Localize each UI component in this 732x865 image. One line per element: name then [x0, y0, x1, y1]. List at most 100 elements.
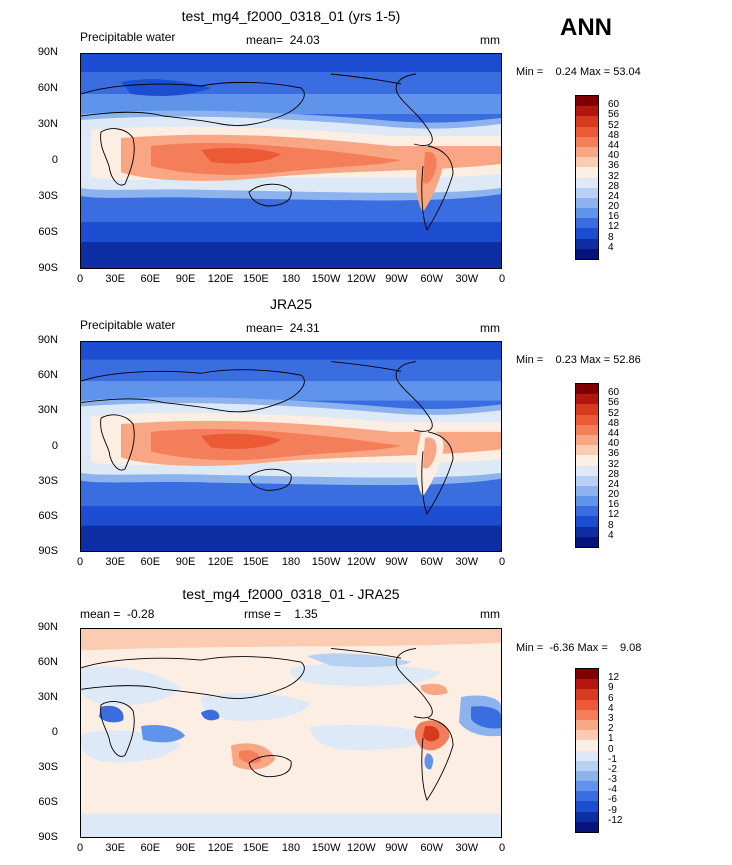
lon-tick-label: 120W	[346, 842, 376, 854]
map-panel	[80, 628, 502, 838]
colorbar-swatch	[576, 218, 598, 229]
lat-tick-label: 90S	[38, 831, 58, 843]
colorbar-swatch	[576, 506, 598, 517]
colorbar-swatch	[576, 384, 598, 395]
colorbar-swatch	[576, 434, 598, 446]
colorbar-swatch	[576, 709, 598, 720]
lon-tick-label: 0	[498, 556, 506, 568]
colorbar-level-label: 4	[608, 529, 614, 541]
mean-label: mean= 24.31	[246, 321, 320, 335]
colorbar-swatch	[576, 770, 598, 782]
colorbar-level-label: 48	[608, 417, 620, 429]
colorbar-level-label: 28	[608, 468, 620, 480]
colorbar-level-label: 56	[608, 109, 620, 121]
colorbar-level-label: -6	[608, 794, 617, 806]
lon-tick-label: 0	[76, 556, 84, 568]
colorbar-swatch	[576, 445, 598, 456]
lon-tick-label: 150E	[242, 273, 269, 285]
field-label: Precipitable water	[80, 30, 176, 44]
colorbar-level-label: 60	[608, 99, 620, 111]
colorbar-swatch	[576, 414, 598, 425]
colorbar-swatch	[576, 424, 598, 435]
colorbar-swatch	[576, 146, 598, 158]
colorbar-level-label: 12	[608, 672, 620, 684]
colorbar-swatch	[576, 536, 598, 547]
panel-title: test_mg4_f2000_0318_01 (yrs 1-5)	[181, 8, 401, 24]
lon-tick-label: 120E	[207, 842, 234, 854]
colorbar-swatch	[576, 699, 598, 710]
lon-tick-label: 180	[281, 842, 301, 854]
units-label: mm	[480, 33, 500, 47]
colorbar-level-label: 4	[608, 241, 614, 253]
lon-tick-label: 90E	[175, 556, 196, 568]
colorbar-swatch	[576, 106, 598, 117]
colorbar-swatch	[576, 187, 598, 198]
max-label: Max =	[577, 642, 608, 654]
min-value: 0.23	[555, 354, 577, 366]
colorbar-level-label: 40	[608, 438, 620, 450]
lon-tick-label: 150E	[242, 842, 269, 854]
lon-tick-label: 90W	[385, 273, 408, 285]
colorbar-swatch	[576, 526, 598, 537]
lon-tick-label: 60W	[420, 273, 443, 285]
colorbar-swatch	[576, 791, 598, 802]
colorbar-level-label: 2	[608, 723, 614, 735]
colorbar-level-label: 6	[608, 692, 614, 704]
colorbar-swatch	[576, 248, 598, 259]
lat-tick-label: 30N	[37, 404, 58, 417]
lon-tick-label: 0	[498, 842, 506, 854]
colorbar-level-label: 40	[608, 150, 620, 162]
colorbar-level-label: 12	[608, 509, 620, 521]
lon-tick-label: 90W	[385, 556, 408, 568]
colorbar	[575, 668, 599, 833]
colorbar-level-label: 36	[608, 448, 620, 460]
colorbar-level-label: 1	[608, 733, 614, 745]
colorbar-level-label: -2	[608, 763, 617, 775]
units-label: mm	[480, 607, 500, 621]
lon-tick-label: 30W	[455, 556, 479, 568]
lat-tick-label: 60N	[37, 369, 58, 382]
min-value: 0.24	[555, 66, 577, 78]
lon-tick-label: 60E	[140, 273, 161, 285]
colorbar-swatch	[576, 719, 598, 731]
mean-label: mean = -0.28	[80, 607, 155, 621]
colorbar-swatch	[576, 811, 598, 822]
colorbar-swatch	[576, 801, 598, 812]
lon-tick-label: 30W	[455, 273, 479, 285]
colorbar-level-label: 32	[608, 458, 620, 470]
precipitable-water-map	[81, 342, 501, 551]
lat-tick-label: 60N	[37, 656, 58, 668]
colorbar-swatch	[576, 136, 598, 147]
max-value: 52.86	[613, 354, 641, 366]
colorbar-swatch	[576, 821, 598, 832]
panel-title: JRA25	[269, 296, 313, 312]
lon-tick-label: 90E	[175, 842, 196, 854]
colorbar-swatch	[576, 669, 598, 680]
colorbar-level-label: 3	[608, 712, 614, 724]
colorbar-level-label: -9	[608, 804, 617, 816]
lat-tick-label: 60S	[38, 796, 58, 808]
lon-tick-label: 120E	[207, 556, 234, 568]
lat-tick-label: 30S	[38, 761, 58, 773]
lon-tick-label: 30E	[105, 842, 125, 854]
colorbar-swatch	[576, 455, 598, 466]
colorbar-swatch	[576, 475, 598, 486]
lat-tick-label: 60N	[37, 82, 58, 94]
lat-tick-label: 0	[51, 439, 58, 452]
lon-tick-label: 30E	[105, 556, 125, 568]
lon-tick-label: 60E	[140, 556, 161, 568]
max-label: Max =	[579, 354, 611, 366]
lat-tick-label: 90N	[37, 621, 58, 633]
colorbar-swatch	[576, 740, 598, 751]
colorbar-swatch	[576, 404, 598, 415]
colorbar-level-label: 24	[608, 478, 620, 490]
mean-label: mean= 24.03	[246, 33, 320, 47]
colorbar-level-label: 16	[608, 211, 620, 223]
lat-tick-label: 90N	[37, 334, 58, 346]
colorbar-level-label: 8	[608, 231, 614, 243]
colorbar-level-label: 44	[608, 427, 620, 439]
colorbar-swatch	[576, 177, 598, 188]
lon-tick-label: 30E	[105, 273, 125, 285]
precipitable-water-map	[81, 54, 501, 268]
lon-tick-label: 30W	[455, 842, 479, 854]
